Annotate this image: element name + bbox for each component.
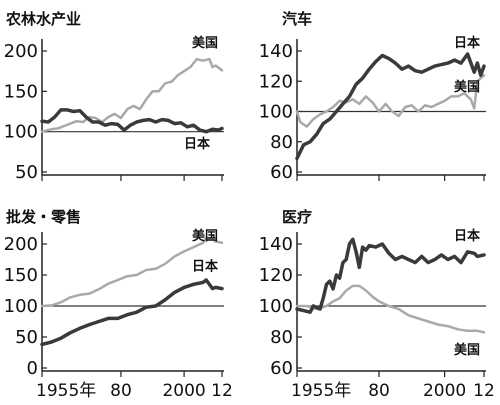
y-tick-label: 100 xyxy=(4,122,38,143)
x-tick-label: 1955年 xyxy=(291,381,351,401)
y-tick-label: 150 xyxy=(4,81,38,102)
x-tick-label: 2000 xyxy=(423,381,466,401)
y-tick-label: 80 xyxy=(270,327,293,348)
y-tick-label: 50 xyxy=(15,162,38,183)
x-tick-label: 80 xyxy=(110,381,132,401)
panel-title: 汽车 xyxy=(282,10,312,28)
x-tick-label: 1955年 xyxy=(36,381,96,401)
y-tick-label: 60 xyxy=(270,162,293,183)
x-tick-label: 80 xyxy=(368,381,390,401)
chart-panel-2: 汽车 60 80 100 120 140 美国 日本 xyxy=(259,10,486,183)
y-tick-label: 0 xyxy=(27,358,38,379)
series-label-japan: 日本 xyxy=(454,35,480,51)
series-label-japan: 日本 xyxy=(454,228,480,244)
x-tick-label: 12 xyxy=(211,381,233,401)
series-line-japan xyxy=(40,108,224,134)
y-tick-label: 100 xyxy=(259,102,293,123)
panel-title: 医疗 xyxy=(282,208,312,226)
y-tick-label: 140 xyxy=(259,234,293,255)
series-line-usa xyxy=(295,73,486,128)
panel-title: 农林水产业 xyxy=(5,10,81,28)
series-label-japan: 日本 xyxy=(184,136,210,152)
y-tick-label: 200 xyxy=(4,234,38,255)
series-label-japan: 日本 xyxy=(192,259,218,275)
x-tick-label: 12 xyxy=(473,381,495,401)
y-tick-label: 150 xyxy=(4,265,38,286)
series-label-usa: 美国 xyxy=(454,79,480,95)
series-line-usa xyxy=(40,236,224,308)
y-tick-label: 120 xyxy=(259,265,293,286)
x-tick-label: 2000 xyxy=(162,381,205,401)
panel-title: 批发・零售 xyxy=(6,208,81,226)
y-tick-label: 100 xyxy=(259,296,293,317)
series-line-japan xyxy=(40,278,224,347)
series-line-usa xyxy=(295,284,486,334)
series-line-japan xyxy=(295,237,486,314)
y-tick-label: 50 xyxy=(15,327,38,348)
y-tick-label: 200 xyxy=(4,41,38,62)
y-tick-label: 140 xyxy=(259,41,293,62)
y-tick-label: 80 xyxy=(270,132,293,153)
y-tick-label: 100 xyxy=(4,296,38,317)
series-label-usa: 美国 xyxy=(454,342,480,358)
series-label-usa: 美国 xyxy=(192,228,218,244)
series-line-usa xyxy=(40,57,224,133)
chart-panel-4: 医疗 60 80 100 120 140 1955年 80 2000 12 美国 日本 xyxy=(259,208,495,401)
y-tick-label: 120 xyxy=(259,71,293,92)
series-line-japan xyxy=(295,52,486,161)
y-tick-label: 60 xyxy=(270,358,293,379)
series-label-usa: 美国 xyxy=(192,35,218,51)
